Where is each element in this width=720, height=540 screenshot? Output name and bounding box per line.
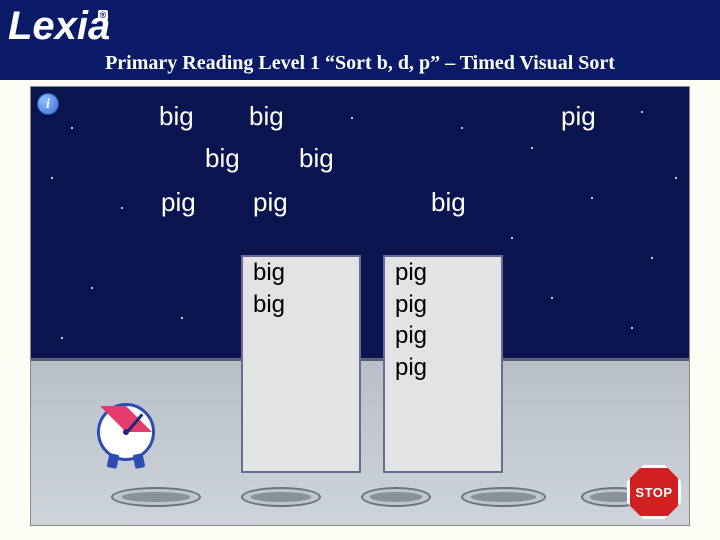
bin-2-contents: pigpigpigpig xyxy=(385,257,501,383)
floating-word[interactable]: big xyxy=(431,187,466,218)
slide-root: Lexia ® Primary Reading Level 1 “Sort b,… xyxy=(0,0,720,540)
floating-word[interactable]: big xyxy=(249,101,284,132)
star xyxy=(551,297,553,299)
star xyxy=(531,147,533,149)
star xyxy=(591,197,593,199)
star xyxy=(675,177,677,179)
star xyxy=(61,337,63,339)
slide-title: Primary Reading Level 1 “Sort b, d, p” –… xyxy=(0,52,720,75)
game-area: i bigbigpigbigbigpigpigbig bigbig pigpig… xyxy=(30,86,690,526)
bin-word: big xyxy=(243,289,359,321)
star xyxy=(121,207,123,209)
bin-word: pig xyxy=(385,320,501,352)
stop-sign-icon: STOP xyxy=(627,465,681,519)
star xyxy=(511,237,513,239)
star xyxy=(651,257,653,259)
logo-text: Lexia xyxy=(8,4,110,48)
floating-word[interactable]: big xyxy=(159,101,194,132)
floating-word[interactable]: big xyxy=(299,143,334,174)
bin-word: big xyxy=(243,257,359,289)
star xyxy=(71,127,73,129)
sort-bin-1[interactable]: bigbig xyxy=(241,255,361,473)
floating-word[interactable]: big xyxy=(205,143,240,174)
crater xyxy=(361,487,431,507)
info-button[interactable]: i xyxy=(37,93,59,115)
star xyxy=(351,117,353,119)
star xyxy=(631,327,633,329)
timer-leg-right xyxy=(133,453,146,469)
crater xyxy=(111,487,201,507)
star xyxy=(181,317,183,319)
floating-word[interactable]: pig xyxy=(253,187,288,218)
bin-word: pig xyxy=(385,352,501,384)
floating-word[interactable]: pig xyxy=(561,101,596,132)
sort-bin-2[interactable]: pigpigpigpig xyxy=(383,255,503,473)
timer-leg-left xyxy=(107,453,120,469)
star xyxy=(461,127,463,129)
stop-button[interactable]: STOP xyxy=(627,465,681,519)
logo: Lexia ® xyxy=(8,4,110,49)
star xyxy=(91,287,93,289)
bin-word: pig xyxy=(385,289,501,321)
floating-word[interactable]: pig xyxy=(161,187,196,218)
info-icon: i xyxy=(46,97,50,112)
timer-hub xyxy=(123,429,129,435)
timer-clock xyxy=(97,403,155,461)
stop-label: STOP xyxy=(635,485,672,500)
crater xyxy=(461,487,546,507)
star xyxy=(641,111,643,113)
bin-1-contents: bigbig xyxy=(243,257,359,320)
header-bar: Lexia ® Primary Reading Level 1 “Sort b,… xyxy=(0,0,720,80)
logo-trademark: ® xyxy=(98,10,109,20)
star xyxy=(51,177,53,179)
bin-word: pig xyxy=(385,257,501,289)
crater xyxy=(241,487,321,507)
